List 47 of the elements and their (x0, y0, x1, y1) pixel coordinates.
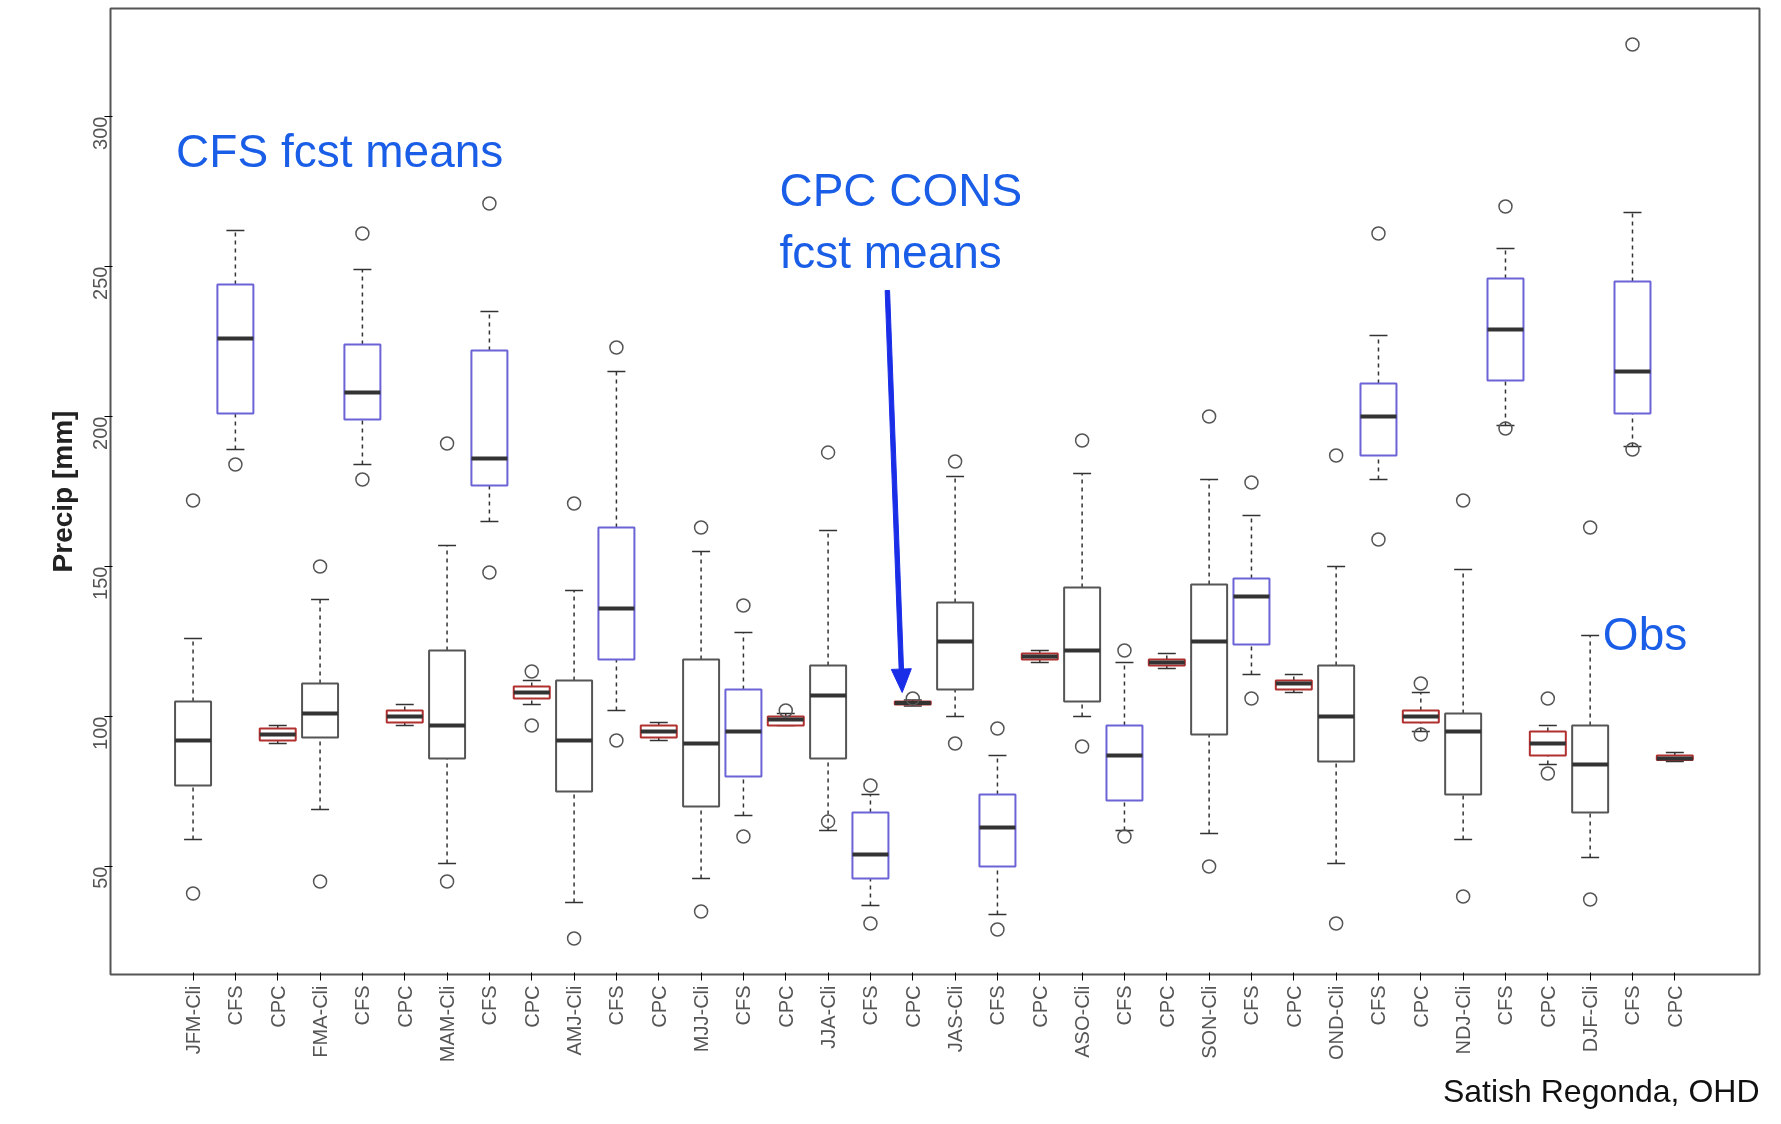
annotation: CPC CONS fcst means (779, 164, 1023, 279)
x-tick-label: CFS (732, 985, 755, 1026)
x-tick-label: CFS (478, 985, 501, 1026)
text: Satish Regonda, OHD (1442, 1072, 1760, 1109)
x-tick-label: CFS (1494, 985, 1517, 1026)
x-tick-label: CPC (901, 985, 924, 1028)
annotation: Obs (1602, 607, 1688, 660)
x-tick-label: AMJ-Cli (563, 985, 586, 1056)
x-tick-label: CFS (1367, 985, 1390, 1026)
x-tick-label: CFS (605, 985, 628, 1026)
y-tick-label: 50 (88, 866, 111, 889)
x-tick-label: CPC (1409, 985, 1432, 1028)
x-tick-label: SON-Cli (1198, 985, 1221, 1059)
y-tick-label: 300 (88, 116, 111, 150)
x-tick-label: CPC (647, 985, 670, 1028)
x-tick-label: CFS (224, 985, 247, 1026)
x-tick-label: CPC (1282, 985, 1305, 1028)
x-tick-label: CFS (986, 985, 1009, 1026)
x-tick-label: OND-Cli (1325, 985, 1348, 1060)
x-tick-label: CPC (1663, 985, 1686, 1028)
x-tick-label: JAS-Cli (944, 985, 967, 1053)
x-tick-label: JFM-Cli (182, 985, 205, 1055)
x-tick-label: CPC (520, 985, 543, 1028)
y-tick-label: 150 (88, 566, 111, 600)
x-tick-label: NDJ-Cli (1452, 985, 1475, 1055)
y-tick-label: 100 (88, 716, 111, 750)
x-tick-label: CFS (1240, 985, 1263, 1026)
x-tick-label: CPC (1536, 985, 1559, 1028)
y-axis-title: Precip [mm] (46, 410, 78, 573)
x-tick-label: MJJ-Cli (690, 985, 713, 1053)
x-tick-label: CPC (1028, 985, 1051, 1028)
x-tick-label: CFS (1113, 985, 1136, 1026)
x-tick-label: CPC (774, 985, 797, 1028)
y-tick-label: 250 (88, 266, 111, 300)
x-tick-label: CFS (859, 985, 882, 1026)
x-tick-label: DJF-Cli (1579, 985, 1602, 1053)
x-tick-label: MAM-Cli (436, 985, 459, 1063)
x-tick-label: ASO-Cli (1071, 985, 1094, 1058)
x-tick-label: CPC (393, 985, 416, 1028)
y-tick-label: 200 (88, 416, 111, 450)
x-tick-label: CFS (351, 985, 374, 1026)
annotation: CFS fcst means (176, 124, 504, 177)
x-tick-label: JJA-Cli (817, 985, 840, 1049)
x-tick-label: FMA-Cli (309, 985, 332, 1058)
x-tick-label: CFS (1621, 985, 1644, 1026)
x-tick-label: CPC (1155, 985, 1178, 1028)
x-tick-label: CPC (266, 985, 289, 1028)
